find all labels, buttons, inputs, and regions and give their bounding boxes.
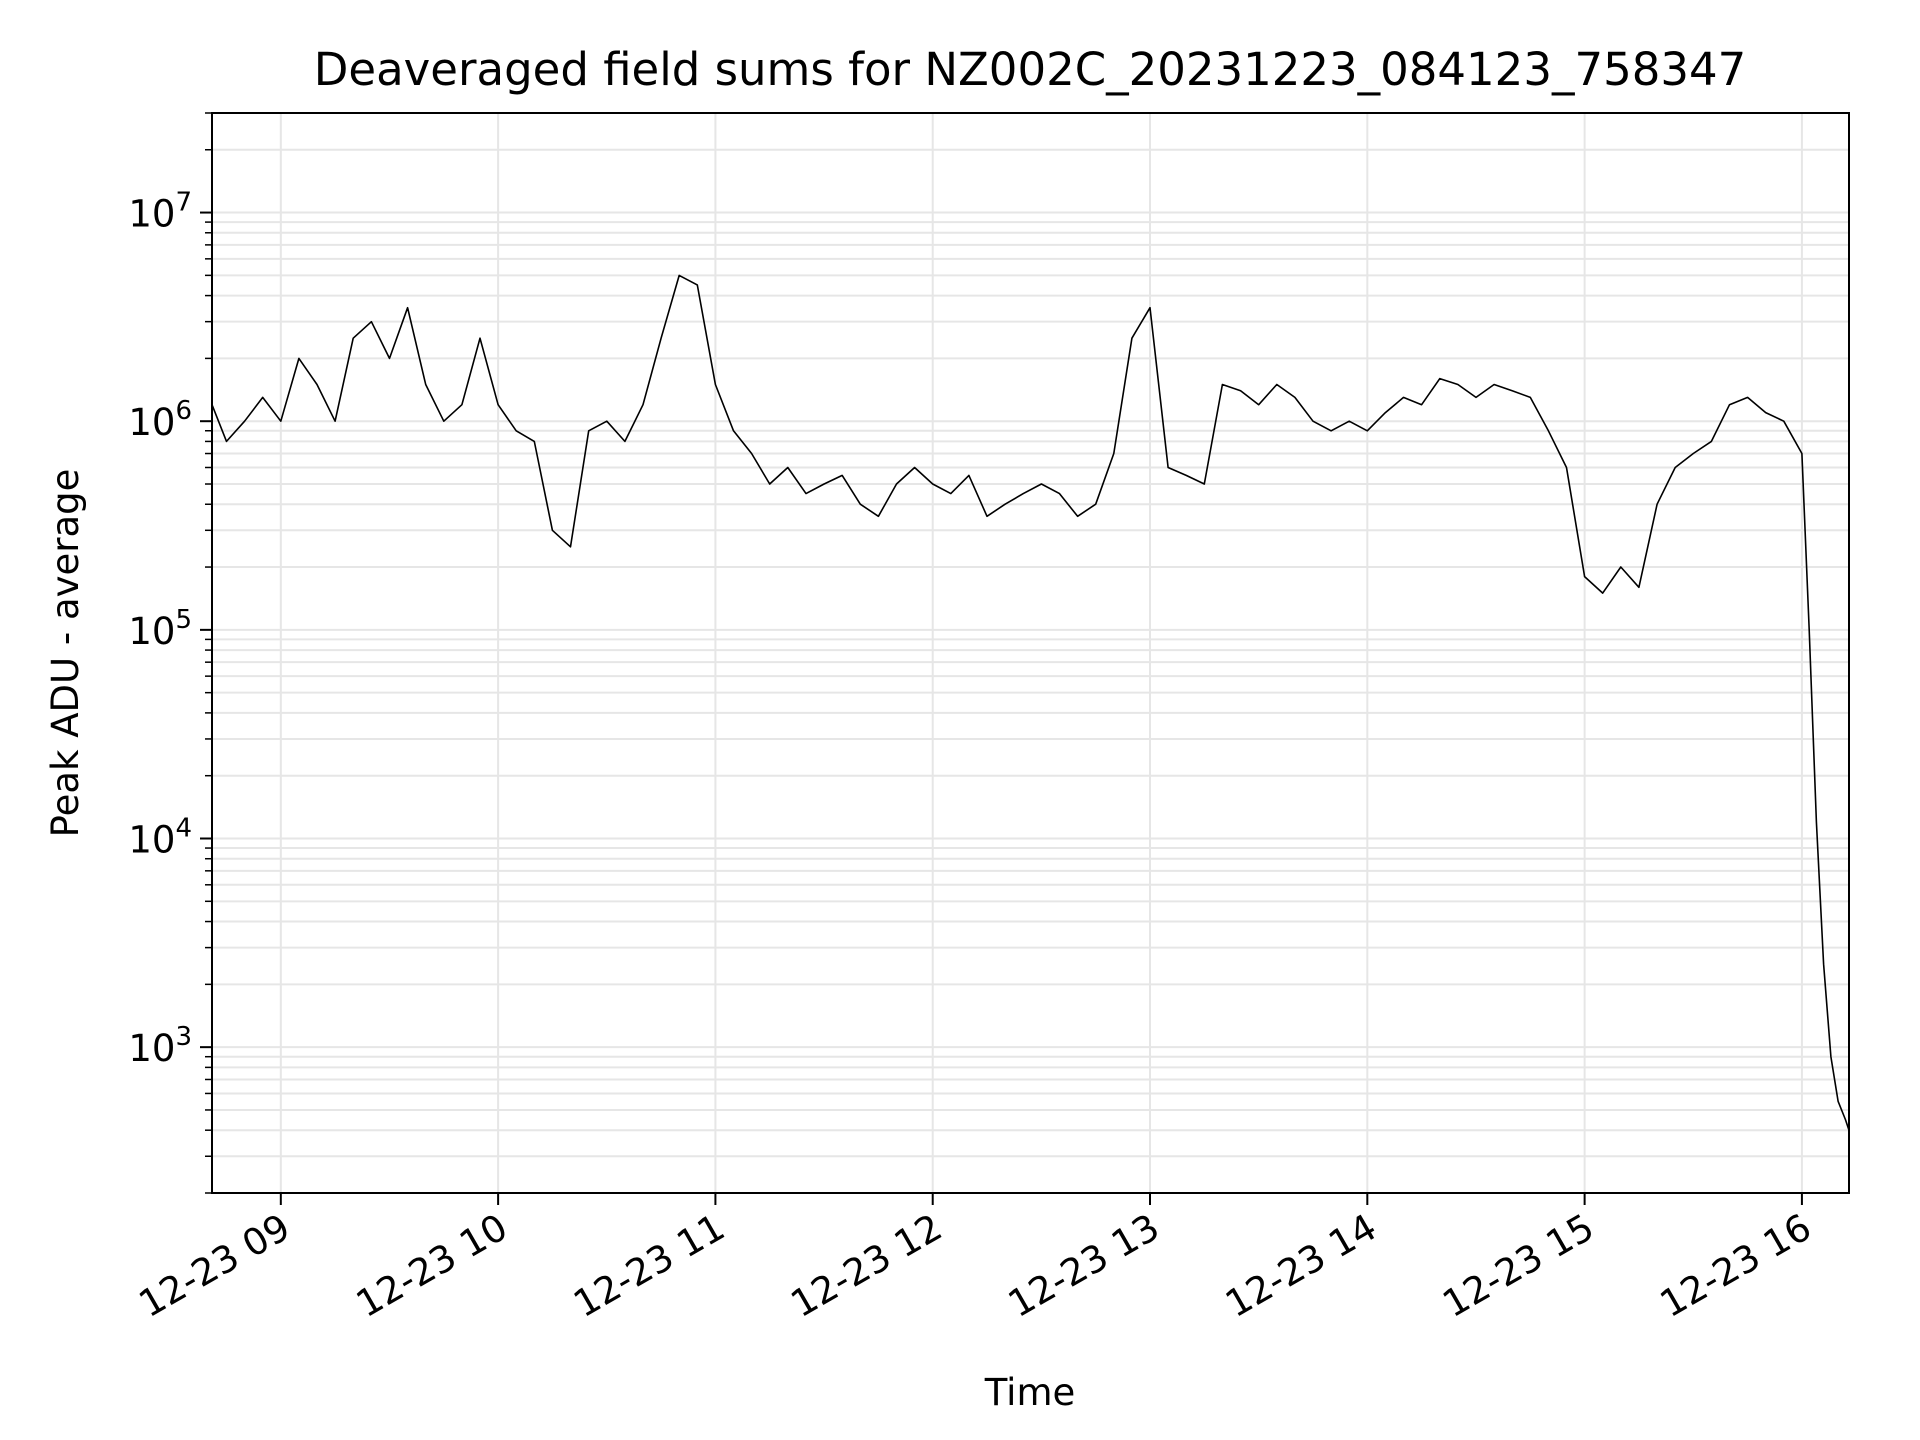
y-tick-label: 104	[128, 814, 192, 862]
x-tick-label: 12-23 11	[566, 1206, 732, 1326]
y-axis-label: Peak ADU - average	[44, 469, 87, 838]
grid-lines	[212, 112, 1849, 1194]
x-axis-label: Time	[984, 1371, 1076, 1414]
y-tick-label: 105	[128, 605, 192, 653]
x-tick-label: 12-23 10	[349, 1206, 515, 1326]
series-layer	[212, 274, 1849, 1131]
x-tick-label: 12-23 13	[1001, 1206, 1167, 1326]
plot-frame	[211, 112, 1850, 1194]
chart-title: Deaveraged field sums for NZ002C_2023122…	[314, 43, 1746, 96]
x-tick-label: 12-23 14	[1218, 1206, 1384, 1326]
y-tick-label: 106	[128, 396, 192, 444]
y-tick-label: 103	[128, 1022, 192, 1070]
x-tick-label: 12-23 12	[784, 1206, 950, 1326]
x-tick-label: 12-23 09	[132, 1206, 298, 1326]
y-tick-label: 107	[128, 188, 192, 236]
x-tick-label: 12-23 15	[1436, 1206, 1602, 1326]
series-line	[212, 274, 1849, 1131]
x-tick-label: 12-23 16	[1653, 1206, 1819, 1326]
